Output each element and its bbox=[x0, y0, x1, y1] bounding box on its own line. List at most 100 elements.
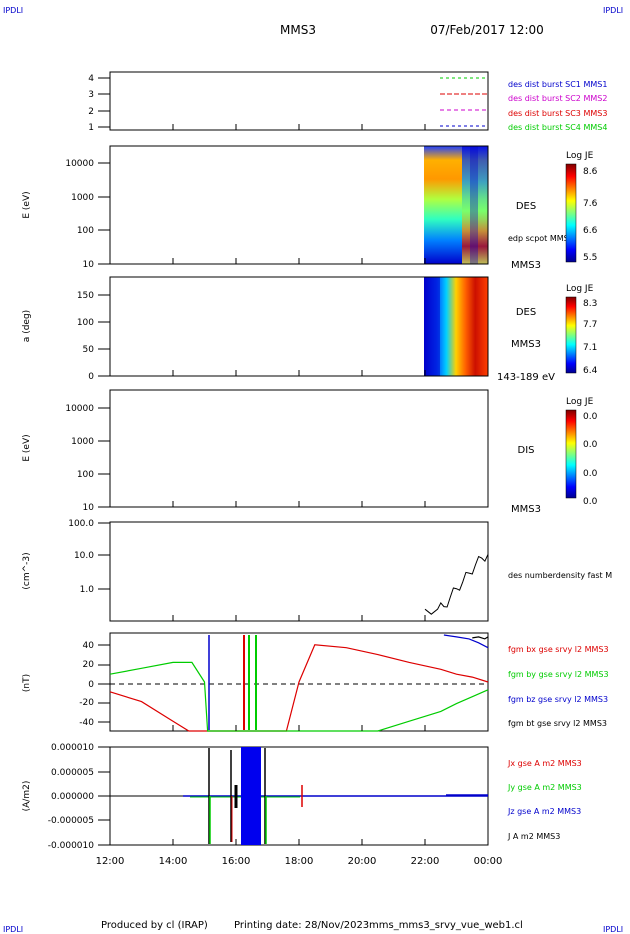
dis-energy-ytick-1000: 1000 bbox=[71, 437, 94, 447]
dis-energy-cbar-max: 0.0 bbox=[583, 412, 598, 422]
des-energy-cbar-2: 7.6 bbox=[583, 199, 598, 209]
fgm-series-0 bbox=[109, 644, 489, 732]
datetime-title: 07/Feb/2017 12:00 bbox=[430, 23, 544, 37]
des-pitch-colorbar bbox=[565, 296, 577, 374]
des-pitch-ytick-50: 50 bbox=[83, 345, 95, 355]
des-energy-ytick-10: 10 bbox=[83, 260, 95, 270]
dis-energy-ytick-100: 100 bbox=[77, 470, 94, 480]
fgm-series-3 bbox=[472, 636, 489, 640]
dis-energy-cbar-min: 0.0 bbox=[583, 497, 598, 507]
des-energy-cbar-3: 6.6 bbox=[583, 226, 598, 236]
current-blue-burst bbox=[241, 747, 261, 845]
fgm-series-1 bbox=[109, 661, 489, 732]
panel-density: (cm^-3) 1.0 10.0 100.0 des numberdensity… bbox=[22, 519, 612, 622]
fgm-ytick-m40: -40 bbox=[79, 718, 94, 728]
dis-energy-cbar-2: 0.0 bbox=[583, 440, 598, 450]
des-energy-ylabel: E (eV) bbox=[22, 191, 32, 218]
des-energy-colorbar bbox=[565, 163, 577, 263]
corner-tr: IPDLI bbox=[603, 6, 623, 15]
des-energy-instrument: MMS3 bbox=[511, 260, 541, 271]
des-energy-cbar-title: Log JE bbox=[566, 151, 594, 161]
time-axis: 12:00 14:00 16:00 18:00 20:00 22:00 00:0… bbox=[96, 856, 503, 867]
dis-energy-ylabel: E (eV) bbox=[22, 434, 32, 461]
footer-printing-date: Printing date: 28/Nov/2023 bbox=[234, 920, 369, 931]
density-ylabel: (cm^-3) bbox=[22, 552, 32, 589]
des-energy-label: DES bbox=[516, 201, 536, 212]
dis-energy-colorbar bbox=[565, 409, 577, 499]
current-legend-jy: Jy gse A m2 MMS3 bbox=[507, 783, 582, 792]
current-legend-jx: Jx gse A m2 MMS3 bbox=[507, 759, 582, 768]
density-series-0 bbox=[424, 554, 489, 615]
footer-filename: mms_mms3_srvy_vue_web1.cl bbox=[369, 920, 523, 931]
current-ytick-5: 0.000005 bbox=[51, 768, 94, 778]
fgm-ytick-m20: -20 bbox=[79, 698, 94, 708]
des-pitch-cbar-3: 7.1 bbox=[583, 343, 597, 353]
des-energy-overlay: edp scpot MMS3 bbox=[508, 234, 574, 243]
mission-title: MMS3 bbox=[280, 23, 316, 37]
des-pitch-cbar-min: 6.4 bbox=[583, 366, 598, 376]
des-pitch-cbar-max: 8.3 bbox=[583, 299, 597, 309]
density-ytick-1: 1.0 bbox=[80, 585, 95, 595]
des-pitch-ytick-100: 100 bbox=[77, 318, 94, 328]
time-tick-2200: 22:00 bbox=[411, 856, 440, 867]
time-tick-1400: 14:00 bbox=[159, 856, 188, 867]
dis-energy-ytick-10: 10 bbox=[83, 503, 95, 513]
current-ytick-m10: -0.000010 bbox=[48, 841, 94, 851]
des-pitch-ytick-0: 0 bbox=[88, 372, 94, 382]
des-pitch-energy-range: 143-189 eV bbox=[497, 372, 555, 383]
dis-energy-cbar-3: 0.0 bbox=[583, 469, 598, 479]
dis-energy-cbar-title: Log JE bbox=[566, 397, 594, 407]
fgm-ytick-0: 0 bbox=[88, 680, 94, 690]
des-energy-ytick-100: 100 bbox=[77, 226, 94, 236]
time-tick-2000: 20:00 bbox=[348, 856, 377, 867]
des-energy-ytick-10000: 10000 bbox=[65, 159, 94, 169]
fgm-legend-bx: fgm bx gse srvy l2 MMS3 bbox=[508, 645, 609, 654]
burst-ytick-2: 2 bbox=[88, 107, 94, 117]
des-pitch-label: DES bbox=[516, 307, 536, 318]
current-ylabel: (A/m2) bbox=[22, 781, 32, 812]
des-pitch-ytick-150: 150 bbox=[77, 291, 94, 301]
dis-energy-ytick-10000: 10000 bbox=[65, 404, 94, 414]
fgm-legend-bt: fgm bt gse srvy l2 MMS3 bbox=[508, 719, 607, 728]
fgm-series-2 bbox=[443, 634, 489, 649]
fgm-legend-by: fgm by gse srvy l2 MMS3 bbox=[508, 670, 609, 679]
current-legend-jz: Jz gse A m2 MMS3 bbox=[507, 807, 581, 816]
time-tick-1200: 12:00 bbox=[96, 856, 125, 867]
time-tick-0000: 00:00 bbox=[474, 856, 503, 867]
dis-energy-instrument: MMS3 bbox=[511, 504, 541, 515]
burst-legend-3: des dist burst SC3 MMS3 bbox=[508, 109, 607, 118]
panel-des-pitch: a (deg) 0 50 100 150 DES MMS3 143-189 eV… bbox=[22, 276, 598, 383]
burst-ytick-3: 3 bbox=[88, 90, 94, 100]
current-ytick-10: 0.000010 bbox=[51, 743, 94, 753]
burst-legend-2: des dist burst SC2 MMS2 bbox=[508, 94, 607, 103]
corner-bl: IPDLI bbox=[3, 925, 23, 934]
panel-fgm: (nT) -40 -20 0 20 40 fgm bx gse srvy l2 … bbox=[22, 632, 609, 732]
des-pitch-cbar-title: Log JE bbox=[566, 284, 594, 294]
des-pitch-instrument: MMS3 bbox=[511, 339, 541, 350]
des-pitch-ylabel: a (deg) bbox=[22, 310, 32, 342]
density-ytick-10: 10.0 bbox=[74, 551, 94, 561]
current-ytick-0: 0.000000 bbox=[51, 792, 94, 802]
fgm-ylabel: (nT) bbox=[22, 674, 32, 692]
panel-burst: 1 2 3 4 des dist burst SC1 MMS1 des dist… bbox=[88, 71, 607, 133]
corner-br: IPDLI bbox=[603, 925, 623, 934]
panel-des-energy: E (eV) 10 100 1000 10000 DES edp scpot M… bbox=[22, 145, 598, 271]
panel-current: (A/m2) -0.000010 -0.000005 0.000000 0.00… bbox=[22, 743, 582, 851]
burst-ytick-4: 4 bbox=[88, 74, 94, 84]
burst-ytick-1: 1 bbox=[88, 123, 94, 133]
dis-energy-label: DIS bbox=[518, 445, 535, 456]
fgm-ytick-20: 20 bbox=[83, 660, 95, 670]
density-legend: des numberdensity fast M bbox=[508, 571, 612, 580]
density-ytick-100: 100.0 bbox=[68, 519, 94, 529]
des-energy-cbar-min: 5.5 bbox=[583, 253, 597, 263]
fgm-ytick-40: 40 bbox=[83, 641, 95, 651]
burst-legend-4: des dist burst SC4 MMS4 bbox=[508, 123, 607, 132]
current-ytick-m5: -0.000005 bbox=[48, 816, 94, 826]
burst-legend-1: des dist burst SC1 MMS1 bbox=[508, 80, 607, 89]
time-tick-1600: 16:00 bbox=[222, 856, 251, 867]
time-tick-1800: 18:00 bbox=[285, 856, 314, 867]
corner-tl: IPDLI bbox=[3, 6, 23, 15]
footer-produced-by: Produced by cl (IRAP) bbox=[101, 920, 208, 931]
des-energy-ytick-1000: 1000 bbox=[71, 193, 94, 203]
